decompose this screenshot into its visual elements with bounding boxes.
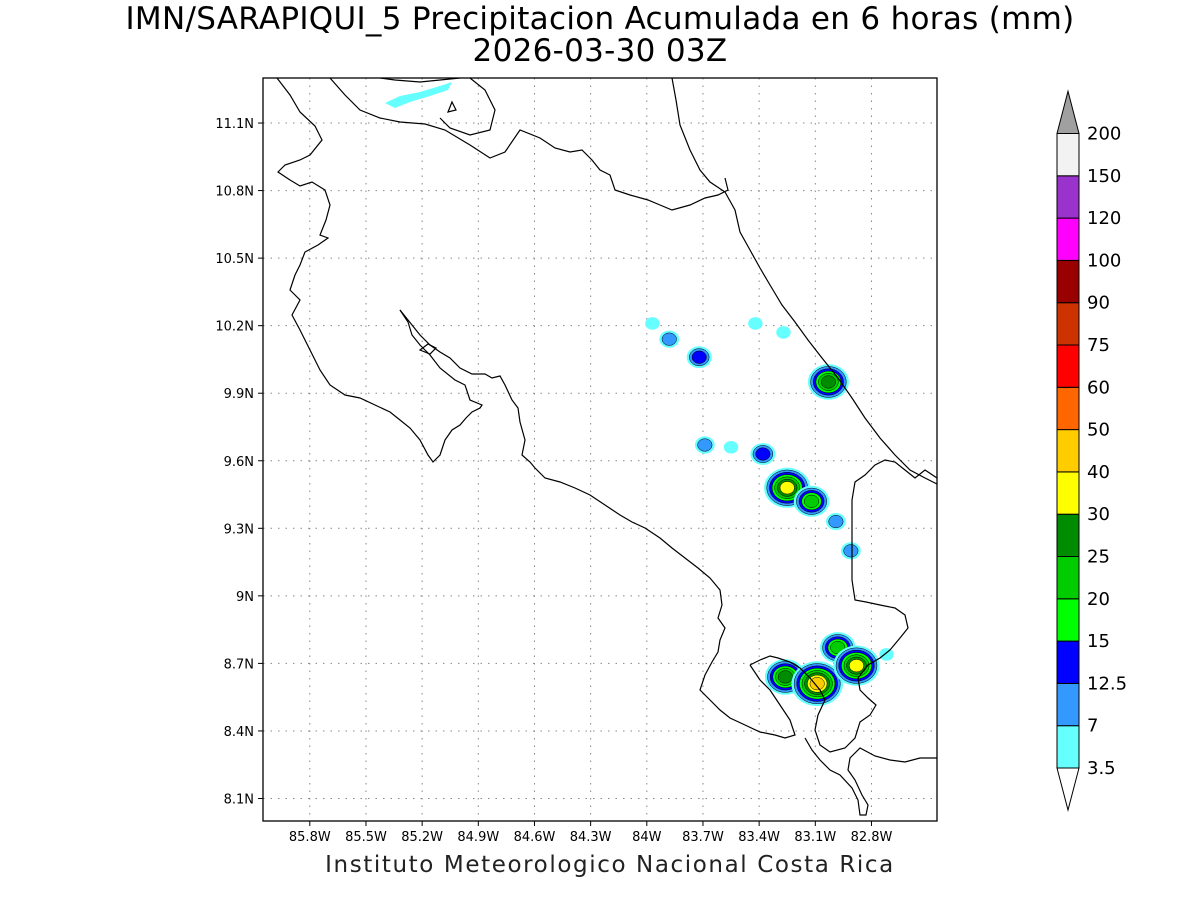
colorbar-label: 40 <box>1087 462 1110 483</box>
lat-tick-label: 8.7N <box>224 657 254 672</box>
lon-tick-label: 83.1W <box>794 830 836 845</box>
border-north <box>329 78 729 211</box>
colorbar-top-triangle <box>1056 89 1080 134</box>
precip-cell-level <box>661 332 677 346</box>
colorbar-label: 50 <box>1087 420 1110 441</box>
caribbean-coast <box>671 78 937 485</box>
north-lake-fill <box>385 82 452 108</box>
precip-cell-level <box>777 670 793 684</box>
precip-cell-level <box>879 648 894 661</box>
colorbar-swatch <box>1056 725 1080 769</box>
precip-cell-level <box>809 677 825 691</box>
lon-tick-label: 83.4W <box>738 830 780 845</box>
precipitation-field <box>645 317 894 707</box>
colorbar-label: 25 <box>1087 547 1110 568</box>
colorbar-swatch <box>1056 429 1080 473</box>
lat-tick-label: 10.2N <box>215 320 254 335</box>
colorbar-label: 150 <box>1087 166 1121 187</box>
gulf-island <box>418 343 438 355</box>
lon-tick-label: 84.3W <box>570 830 612 845</box>
colorbar-label: 30 <box>1087 504 1110 525</box>
lon-tick-label: 84W <box>632 830 662 845</box>
colorbar-swatch <box>1056 598 1080 642</box>
lon-tick-label: 84.6W <box>514 830 556 845</box>
colorbar-label: 3.5 <box>1087 758 1116 779</box>
precip-cell-level <box>723 440 739 454</box>
precip-cell-level <box>843 544 859 558</box>
precip-cell-level <box>776 326 791 339</box>
lat-tick-label: 9.6N <box>224 455 254 470</box>
map-valid-time: 2026-03-30 03Z <box>472 33 728 69</box>
precip-cell-level <box>755 447 771 461</box>
colorbar-label: 60 <box>1087 377 1110 398</box>
burica-coast <box>804 737 937 816</box>
precip-cell-level <box>820 375 836 389</box>
colorbar-label: 120 <box>1087 208 1121 229</box>
colorbar-swatch <box>1056 217 1080 261</box>
lon-tick-label: 84.9W <box>457 830 499 845</box>
colorbar-label: 7 <box>1087 716 1098 737</box>
lat-tick-label: 9.9N <box>224 387 254 402</box>
colorbar-swatch <box>1056 133 1080 177</box>
lat-tick-label: 8.1N <box>224 792 254 807</box>
colorbar-label: 12.5 <box>1087 673 1127 694</box>
colorbar-label: 200 <box>1087 124 1121 145</box>
lon-tick-label: 85.5W <box>345 830 387 845</box>
map-frame <box>262 77 938 822</box>
precip-cell-level <box>691 350 707 364</box>
lat-tick-label: 9N <box>236 590 254 605</box>
colorbar-label: 90 <box>1087 293 1110 314</box>
colorbar-swatch <box>1056 259 1080 304</box>
map-title: IMN/SARAPIQUI_5 Precipitacion Acumulada … <box>125 1 1075 37</box>
lon-tick-label: 85.2W <box>401 830 443 845</box>
map-background <box>263 78 937 821</box>
colorbar-bottom-triangle <box>1056 767 1080 812</box>
lat-tick-label: 8.4N <box>224 725 254 740</box>
colorbar-swatch <box>1056 513 1080 558</box>
colorbar-swatch <box>1056 386 1080 431</box>
colorbar-label: 20 <box>1087 589 1110 610</box>
precip-cell-level <box>848 659 864 673</box>
coastline <box>276 78 937 816</box>
precip-cell-level <box>804 494 820 508</box>
colorbar-swatch <box>1056 302 1080 346</box>
precip-cell-level <box>697 438 713 452</box>
coastline-nicaragua-lakeshore <box>276 78 483 463</box>
lat-tick-label: 10.5N <box>215 252 254 267</box>
lon-tick-label: 82.8W <box>851 830 893 845</box>
precip-cell-level <box>779 481 795 495</box>
lat-tick-label: 11.1N <box>215 117 254 132</box>
nicoya-gulf-coast <box>399 309 796 739</box>
precip-cell-level <box>748 317 763 330</box>
colorbar: 3.5 7 12.5 15 20 25 30 40 50 60 75 90 100 120 150 200 <box>1056 89 1127 812</box>
colorbar-swatch <box>1056 175 1080 219</box>
map-footer-credit: Instituto Meteorologico Nacional Costa R… <box>325 852 895 878</box>
colorbar-swatch <box>1056 682 1080 727</box>
lon-tick-label: 83.7W <box>682 830 724 845</box>
axis-labels: 85.8W 85.5W 85.2W 84.9W 84.6W 84.3W 84W 83.7W 83… <box>215 117 892 845</box>
colorbar-swatch <box>1056 640 1080 684</box>
lon-tick-label: 85.8W <box>289 830 331 845</box>
colorbar-label: 75 <box>1087 335 1110 356</box>
lake-island <box>447 100 457 113</box>
lat-tick-label: 9.3N <box>224 522 254 537</box>
shoreline-north-bay <box>439 78 496 136</box>
colorbar-swatch <box>1056 471 1080 515</box>
osa-peninsula-coast <box>749 459 937 753</box>
precip-cell-level <box>828 514 844 529</box>
lake-shore-north <box>379 78 461 83</box>
colorbar-label: 100 <box>1087 250 1121 271</box>
colorbar-label: 15 <box>1087 631 1110 652</box>
lat-tick-label: 10.8N <box>215 185 254 200</box>
precip-cell-level <box>645 317 660 330</box>
colorbar-swatch <box>1056 556 1080 600</box>
colorbar-swatch <box>1056 344 1080 388</box>
